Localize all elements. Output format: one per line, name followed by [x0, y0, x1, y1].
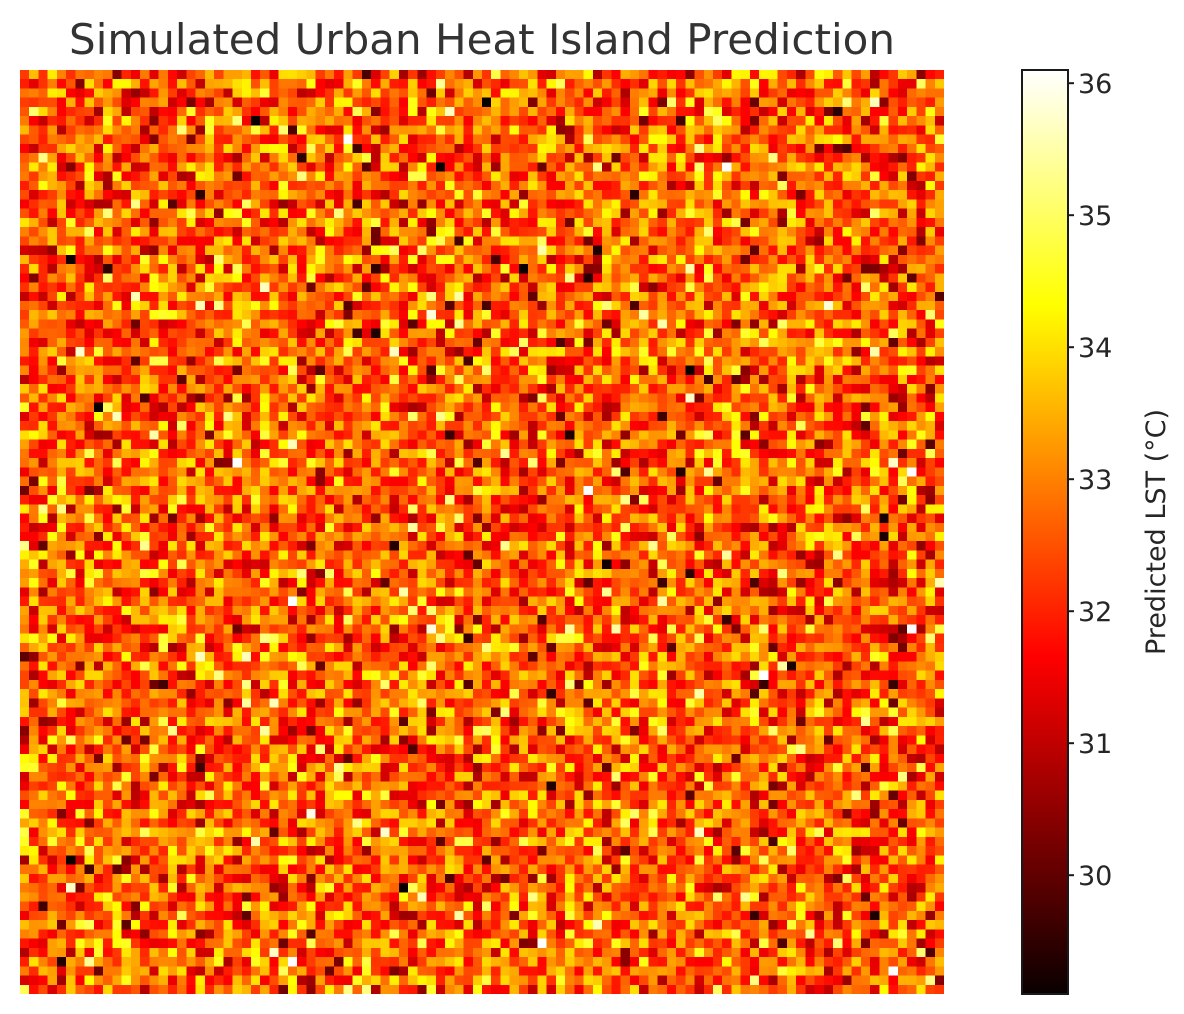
colorbar-tick-label: 31 [1078, 729, 1112, 760]
colorbar-tick-label: 36 [1078, 69, 1112, 100]
colorbar-label: Predicted LST (°C) [1141, 409, 1172, 655]
colorbar: 30 31 32 33 34 35 36 Predicted LST (°C) [1021, 69, 1172, 995]
colorbar-ticks: 30 31 32 33 34 35 36 [1068, 69, 1112, 892]
colorbar-tick-label: 34 [1078, 333, 1112, 364]
colorbar-tick-label: 35 [1078, 201, 1112, 232]
heatmap-grid [20, 70, 944, 994]
colorbar-gradient [1021, 69, 1069, 995]
chart-title: Simulated Urban Heat Island Prediction [69, 15, 895, 64]
colorbar-tick-label: 33 [1078, 465, 1112, 496]
colorbar-tick-label: 32 [1078, 597, 1112, 628]
colorbar-tick-label: 30 [1078, 861, 1112, 892]
